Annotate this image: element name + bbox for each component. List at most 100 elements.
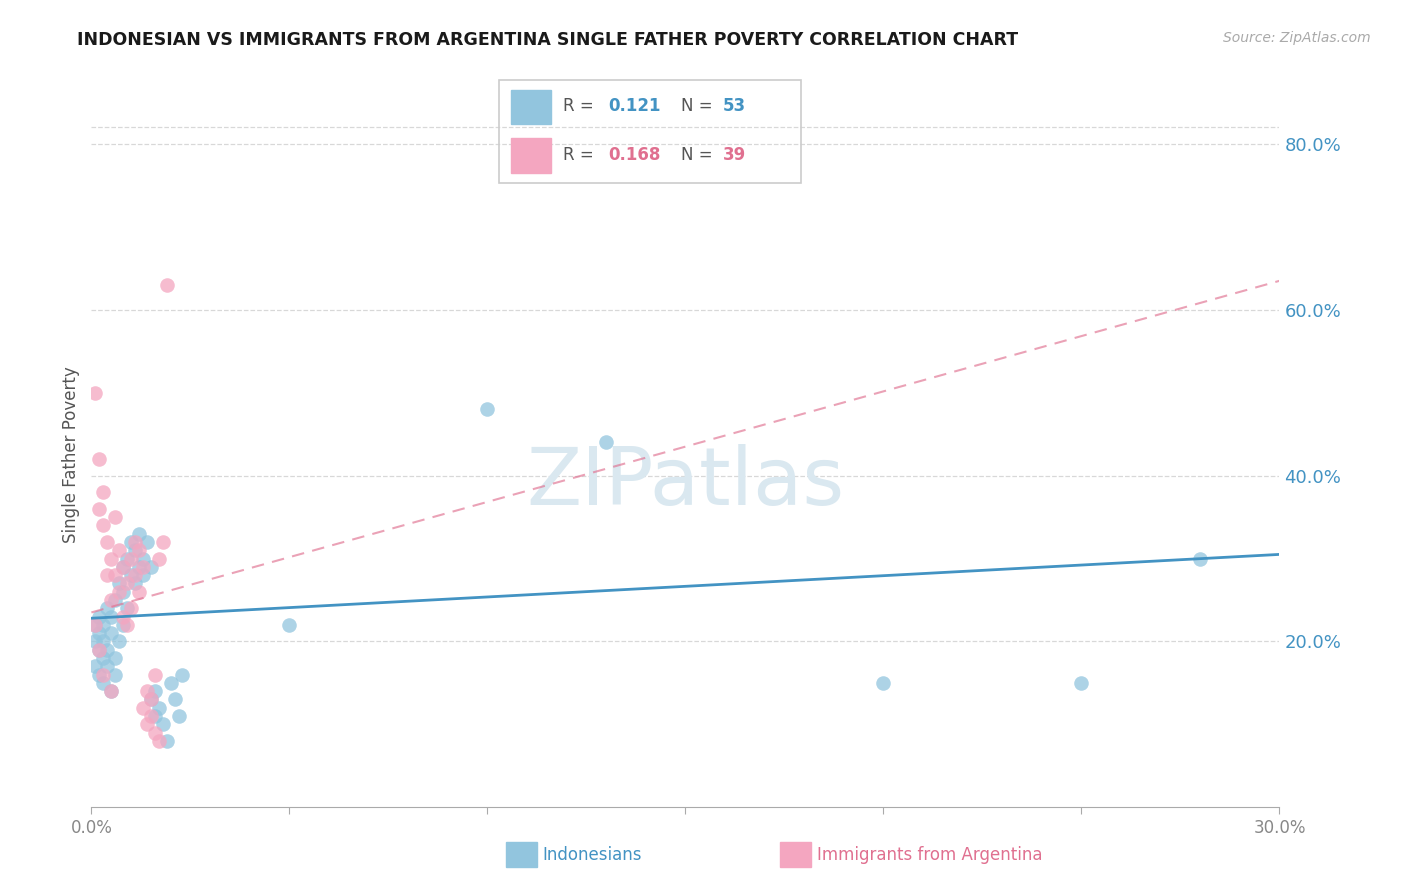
Point xyxy=(96,601,118,615)
Point xyxy=(132,568,155,582)
Point xyxy=(104,568,127,582)
Point xyxy=(96,535,118,549)
Text: 0.168: 0.168 xyxy=(607,145,661,163)
Text: N =: N = xyxy=(681,97,711,115)
Point xyxy=(112,609,135,624)
Point xyxy=(112,584,135,599)
Point xyxy=(108,543,131,558)
Point xyxy=(100,684,122,698)
Point xyxy=(91,518,114,533)
Point xyxy=(89,642,111,657)
Text: Immigrants from Argentina: Immigrants from Argentina xyxy=(817,846,1042,863)
Text: ZIPatlas: ZIPatlas xyxy=(526,444,845,522)
Point xyxy=(156,277,179,292)
Point xyxy=(108,634,131,648)
Point xyxy=(100,609,122,624)
Point xyxy=(143,709,166,723)
Point xyxy=(163,692,186,706)
Point xyxy=(159,676,181,690)
Point xyxy=(104,510,127,524)
Point xyxy=(89,501,111,516)
Point xyxy=(89,667,111,681)
Point xyxy=(128,559,150,574)
Point xyxy=(143,725,166,739)
Point xyxy=(278,618,301,632)
Point xyxy=(84,618,107,632)
Point xyxy=(167,709,190,723)
Point xyxy=(115,618,138,632)
Point xyxy=(112,559,135,574)
Y-axis label: Single Father Poverty: Single Father Poverty xyxy=(62,367,80,543)
Point xyxy=(120,535,142,549)
Point xyxy=(108,576,131,591)
Point xyxy=(132,559,155,574)
Point xyxy=(135,717,157,731)
Point xyxy=(96,659,118,673)
Point xyxy=(1189,551,1212,566)
Point xyxy=(104,651,127,665)
Point xyxy=(152,535,174,549)
Point xyxy=(91,485,114,500)
Point xyxy=(595,435,617,450)
Text: INDONESIAN VS IMMIGRANTS FROM ARGENTINA SINGLE FATHER POVERTY CORRELATION CHART: INDONESIAN VS IMMIGRANTS FROM ARGENTINA … xyxy=(77,31,1018,49)
Point xyxy=(172,667,194,681)
Point xyxy=(96,568,118,582)
Point xyxy=(89,609,111,624)
Point xyxy=(124,568,146,582)
Text: R =: R = xyxy=(562,145,593,163)
Text: Indonesians: Indonesians xyxy=(543,846,643,863)
Point xyxy=(152,717,174,731)
Point xyxy=(139,692,162,706)
Point xyxy=(132,551,155,566)
Point xyxy=(148,700,170,714)
Point xyxy=(477,402,499,417)
Point xyxy=(91,676,114,690)
Point xyxy=(104,593,127,607)
Point xyxy=(128,526,150,541)
Text: 0.121: 0.121 xyxy=(607,97,661,115)
Point xyxy=(108,584,131,599)
Point xyxy=(139,692,162,706)
Point xyxy=(89,642,111,657)
Point xyxy=(132,700,155,714)
Point xyxy=(128,543,150,558)
Point xyxy=(148,734,170,748)
Text: 53: 53 xyxy=(723,97,747,115)
Point xyxy=(100,551,122,566)
Point xyxy=(89,452,111,467)
Point xyxy=(128,584,150,599)
Point xyxy=(115,601,138,615)
Point xyxy=(91,618,114,632)
Point xyxy=(120,601,142,615)
Point xyxy=(84,618,107,632)
Point xyxy=(112,618,135,632)
Point xyxy=(124,576,146,591)
Point xyxy=(100,593,122,607)
Point xyxy=(84,659,107,673)
Point xyxy=(1070,676,1092,690)
Bar xyxy=(512,137,551,173)
Point xyxy=(139,709,162,723)
Text: R =: R = xyxy=(562,97,593,115)
Point xyxy=(84,634,107,648)
Text: 39: 39 xyxy=(723,145,747,163)
Point xyxy=(124,543,146,558)
Point xyxy=(96,642,118,657)
Point xyxy=(139,559,162,574)
Point xyxy=(135,535,157,549)
Point xyxy=(143,684,166,698)
Point xyxy=(91,667,114,681)
Point xyxy=(100,684,122,698)
Point xyxy=(135,684,157,698)
Text: N =: N = xyxy=(681,145,711,163)
Point xyxy=(84,385,107,400)
Point xyxy=(115,551,138,566)
Point xyxy=(100,626,122,640)
Point xyxy=(89,626,111,640)
Point xyxy=(120,568,142,582)
Point xyxy=(91,651,114,665)
Point xyxy=(120,551,142,566)
Point xyxy=(872,676,894,690)
Point xyxy=(91,634,114,648)
Point xyxy=(112,559,135,574)
